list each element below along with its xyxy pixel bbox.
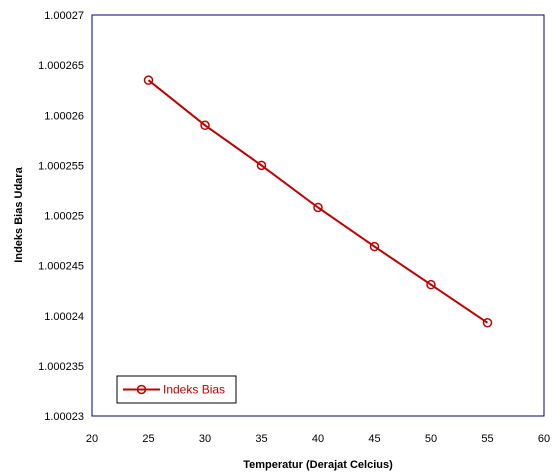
y-tick-label: 1.00026: [44, 110, 84, 122]
x-axis-ticks: 20 25 30 35 40 45 50 55 60: [86, 433, 550, 445]
data-point: [369, 241, 380, 252]
legend-label: Indeks Bias: [163, 383, 225, 397]
x-tick-label: 45: [368, 433, 380, 445]
data-point: [482, 318, 493, 328]
x-tick-label: 20: [86, 433, 98, 445]
x-tick-label: 50: [425, 433, 437, 445]
y-axis-title: Indeks Bias Udara: [13, 166, 25, 262]
y-tick-label: 1.000265: [38, 60, 84, 72]
legend-marker: [136, 384, 147, 395]
plot-area: [91, 14, 545, 417]
series-line: [147, 79, 489, 324]
x-tick-label: 40: [312, 433, 324, 445]
y-tick-label: 1.00023: [44, 411, 84, 423]
y-tick-label: 1.000255: [38, 160, 84, 172]
y-tick-label: 1.00027: [44, 10, 84, 22]
y-axis-ticks: 1.00023 1.000235 1.00024 1.000245 1.00025 1.0…: [38, 10, 84, 423]
x-tick-label: 55: [481, 433, 493, 445]
y-tick-label: 1.000235: [38, 361, 84, 373]
legend: Indeks Bias: [116, 375, 237, 404]
x-axis-title: Temperatur (Derajat Celcius): [243, 459, 393, 471]
y-tick-label: 1.00024: [44, 311, 84, 323]
data-point: [200, 120, 210, 131]
data-point: [256, 160, 267, 171]
data-point: [426, 279, 436, 290]
y-tick-label: 1.00025: [44, 211, 84, 223]
data-point: [143, 75, 154, 85]
x-tick-label: 30: [199, 433, 211, 445]
y-tick-label: 1.000245: [38, 261, 84, 273]
x-tick-label: 25: [142, 433, 154, 445]
x-tick-label: 35: [255, 433, 267, 445]
series-layer: [143, 75, 493, 328]
x-tick-label: 60: [538, 433, 550, 445]
data-point: [313, 202, 323, 213]
